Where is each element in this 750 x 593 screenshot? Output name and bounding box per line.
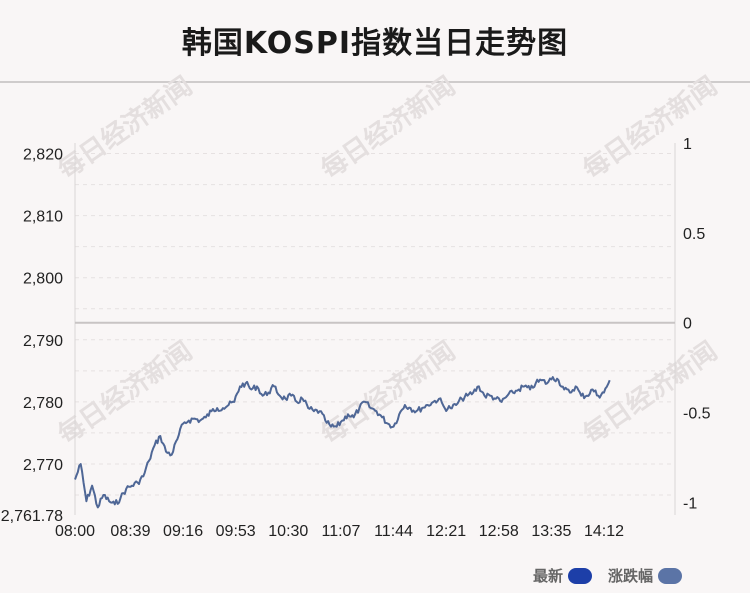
series-line	[74, 376, 611, 509]
right-tick-label: -0.5	[683, 406, 711, 423]
right-tick-label: 1	[683, 136, 692, 153]
title-divider	[0, 81, 750, 83]
x-tick-label: 08:39	[110, 523, 150, 540]
legend-change-swatch	[658, 567, 683, 584]
grid-lines	[75, 153, 675, 496]
right-tick-label: 0.5	[683, 226, 705, 243]
x-axis-ticks: 08:00 08:39 09:16 09:53 10:30 11:07 11:44 12:21…	[55, 523, 624, 540]
x-tick-label: 11:07	[321, 523, 360, 540]
right-axis-ticks: 1 0.5 0 -0.5 -1	[683, 136, 711, 512]
x-tick-label: 10:30	[268, 523, 308, 540]
left-tick-label: 2,790	[23, 333, 63, 350]
x-tick-label: 11:44	[374, 523, 413, 540]
x-tick-label: 13:35	[531, 523, 571, 540]
left-tick-label: 2,770	[23, 457, 63, 474]
series-layer	[74, 376, 611, 509]
x-tick-label: 08:00	[55, 523, 95, 540]
left-tick-label: 2,810	[23, 209, 63, 226]
legend-latest-swatch	[568, 567, 593, 584]
right-tick-label: 0	[683, 316, 692, 333]
left-tick-label: 2,800	[23, 271, 63, 288]
legend-latest-label: 最新	[533, 567, 564, 585]
left-tick-label: 2,820	[23, 147, 63, 164]
watermark: 每日经济新闻	[577, 71, 723, 186]
right-tick-label: -1	[683, 495, 697, 512]
legend-latest[interactable]: 最新	[533, 565, 593, 586]
watermark: 每日经济新闻	[577, 336, 723, 451]
legend-change-label: 涨跌幅	[608, 567, 654, 585]
left-axis-ticks: 2,820 2,810 2,800 2,790 2,780 2,770 2,761.78	[1, 147, 63, 525]
axes	[74, 143, 676, 515]
x-tick-label: 09:16	[163, 523, 203, 540]
chart-title: 韩国KOSPI指数当日走势图	[181, 26, 569, 61]
watermark: 每日经济新闻	[52, 71, 198, 186]
x-tick-label: 12:58	[479, 523, 519, 540]
left-tick-label: 2,780	[23, 395, 63, 412]
legend-change[interactable]: 涨跌幅	[608, 565, 683, 586]
x-tick-label: 09:53	[216, 523, 256, 540]
x-tick-label: 14:12	[584, 523, 624, 540]
left-tick-label: 2,761.78	[1, 508, 63, 525]
watermark: 每日经济新闻	[315, 71, 461, 186]
x-tick-label: 12:21	[426, 523, 466, 540]
